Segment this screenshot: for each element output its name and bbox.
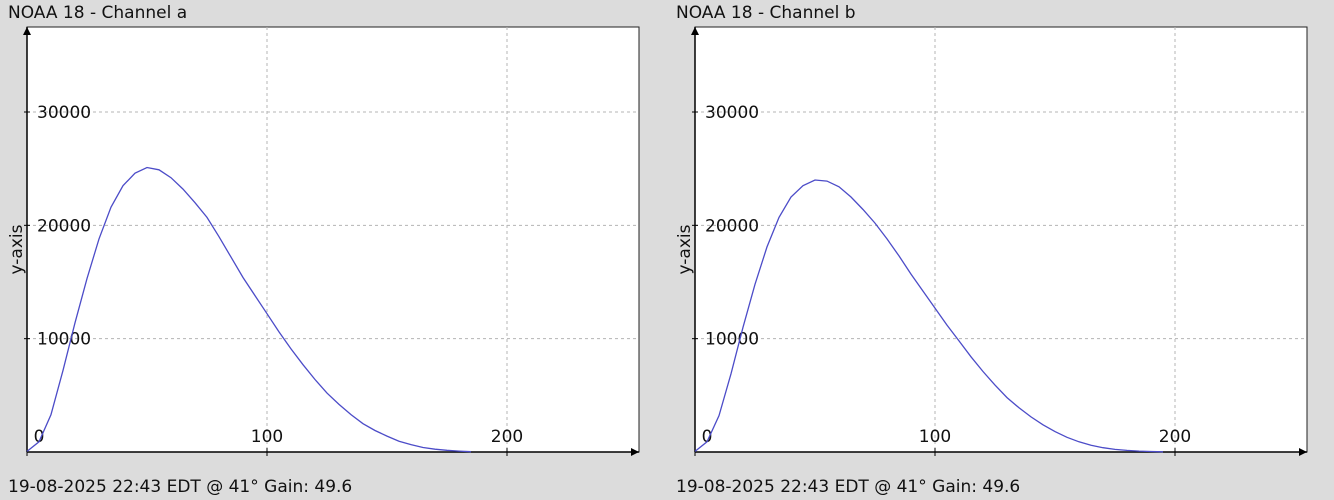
chart-panel-b: NOAA 18 - Channel b 0 100 200 10000 20000 300… [668, 0, 1328, 500]
y-tick-label: 10000 [705, 330, 759, 350]
y-tick-label: 10000 [37, 330, 91, 350]
plot-area [694, 26, 1308, 453]
chart-panel-a: NOAA 18 - Channel a 0 100 200 10000 20000 300… [0, 0, 660, 500]
x-tick-label: 0 [34, 427, 45, 447]
y-axis-arrow [23, 27, 31, 35]
pass-info-footer: 19-08-2025 22:43 EDT @ 41° Gain: 49.6 [8, 477, 353, 497]
plot-area [26, 26, 640, 453]
series-line [26, 166, 472, 453]
pass-info-footer: 19-08-2025 22:43 EDT @ 41° Gain: 49.6 [676, 477, 1021, 497]
chart-title: NOAA 18 - Channel a [8, 3, 188, 23]
y-axis-title: y-axis [675, 224, 695, 274]
series-line [694, 179, 1164, 453]
y-tick-label: 30000 [705, 103, 759, 123]
x-tick-label: 200 [491, 427, 523, 447]
x-tick-label: 100 [251, 427, 283, 447]
y-tick-label: 20000 [705, 216, 759, 236]
y-axis-title: y-axis [7, 224, 27, 274]
y-axis-arrow [691, 27, 699, 35]
x-tick-label: 200 [1159, 427, 1191, 447]
chart-title: NOAA 18 - Channel b [676, 3, 856, 23]
y-tick-label: 20000 [37, 216, 91, 236]
x-tick-label: 0 [702, 427, 713, 447]
y-tick-label: 30000 [37, 103, 91, 123]
x-axis-arrow [1299, 448, 1307, 456]
x-tick-label: 100 [919, 427, 951, 447]
x-axis-arrow [631, 448, 639, 456]
channel-a-chart: 0 100 200 10000 20000 30000 y-axis [7, 26, 640, 456]
channel-b-chart: 0 100 200 10000 20000 30000 y-axis [675, 26, 1308, 456]
